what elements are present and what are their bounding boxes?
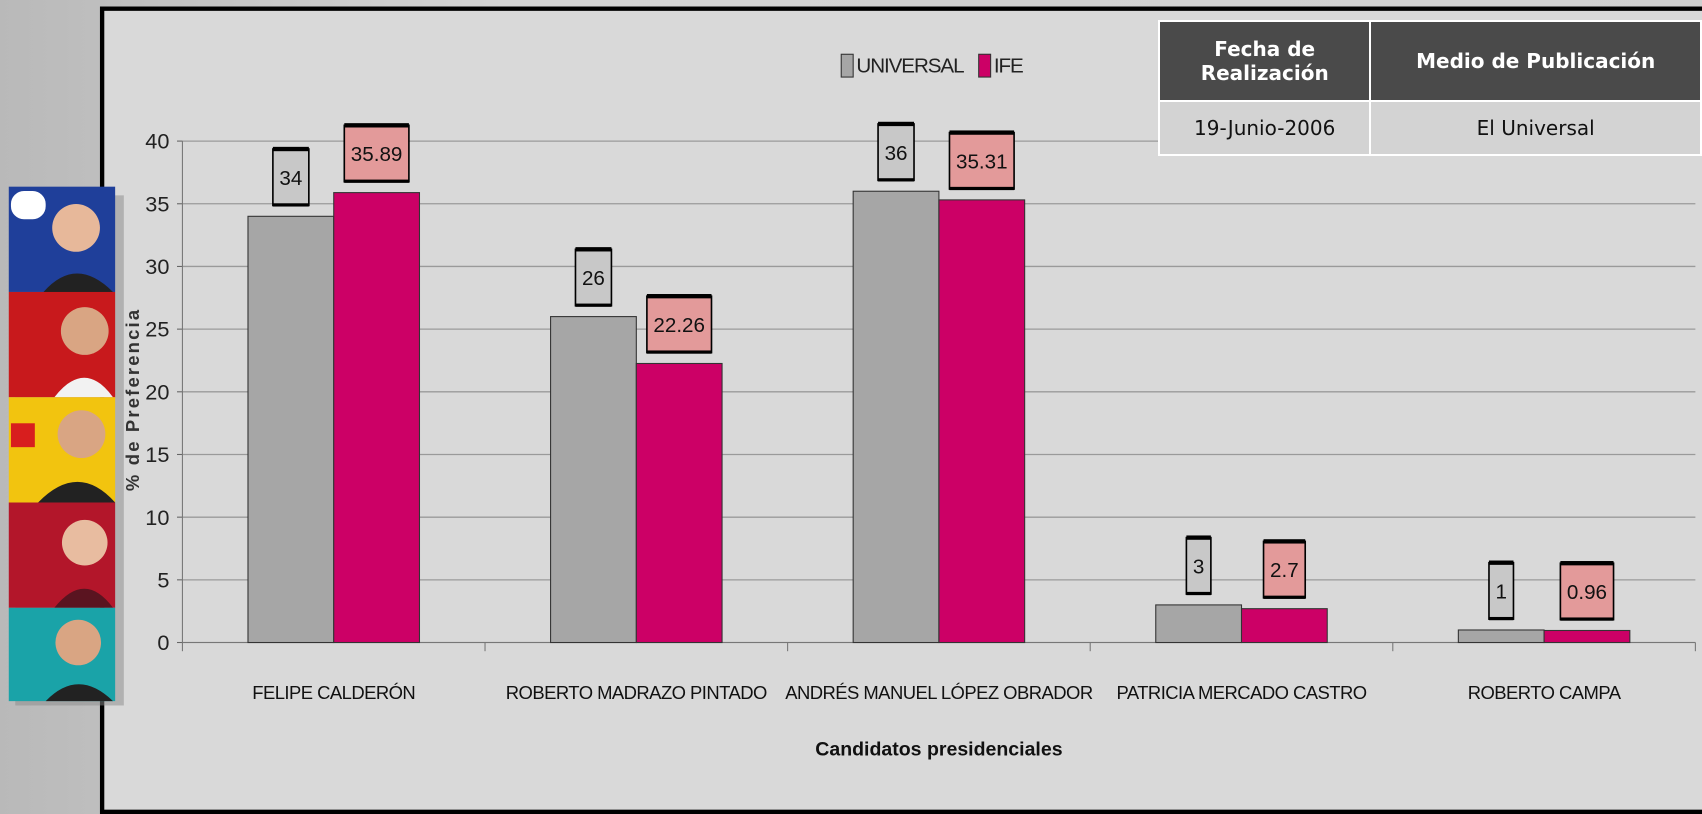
data-label-edge	[344, 123, 409, 128]
y-tick-label: 20	[145, 379, 169, 404]
data-label-box	[948, 131, 1015, 190]
bar	[1543, 629, 1631, 644]
bar	[938, 199, 1026, 644]
legend-swatch	[840, 53, 854, 78]
photo-face	[52, 204, 100, 252]
info-table: Fecha de Realización Medio de Publicació…	[1157, 20, 1702, 156]
y-tick-label: 10	[145, 505, 169, 530]
data-label-edge	[646, 294, 712, 299]
data-label-edge	[1263, 595, 1306, 599]
data-label-edge	[575, 247, 612, 252]
data-label-edge	[878, 121, 915, 127]
data-label: 2.7	[1270, 559, 1299, 582]
y-tick-label: 0	[157, 630, 169, 655]
data-label-edge	[949, 186, 1015, 191]
photo-logo	[10, 423, 35, 448]
bar	[247, 215, 335, 644]
y-tick-label: 15	[145, 442, 169, 467]
data-label: 35.89	[351, 143, 403, 166]
data-label: 1	[1495, 581, 1506, 604]
data-label-edge	[646, 350, 712, 354]
photo-body	[45, 684, 113, 702]
bar	[333, 192, 421, 644]
x-axis-title: Candidatos presidenciales	[815, 738, 1062, 760]
bar	[1457, 629, 1545, 644]
bar	[550, 316, 637, 644]
photo-body	[43, 273, 113, 292]
photo-face	[57, 410, 106, 459]
bar	[635, 362, 723, 644]
y-tick-label: 35	[145, 191, 169, 216]
x-tick-label: FELIPE CALDERÓN	[252, 682, 415, 703]
y-tick-label: 25	[145, 317, 169, 342]
photo-face	[55, 619, 102, 666]
table-header: Fecha de Realización	[1157, 20, 1372, 102]
bar	[1155, 604, 1243, 644]
legend-swatch	[978, 53, 992, 78]
y-axis-title: % de Preferencia	[122, 308, 143, 491]
bar	[852, 190, 940, 644]
data-label-edge	[575, 303, 612, 307]
photo-body	[54, 588, 113, 608]
data-label: 22.26	[653, 314, 705, 337]
data-label: 0.96	[1567, 581, 1607, 604]
photo-body	[38, 481, 116, 503]
data-label-box	[272, 148, 310, 207]
data-label-edge	[272, 203, 309, 207]
table-header: Medio de Publicación	[1369, 20, 1702, 102]
data-label-edge	[344, 179, 409, 183]
photo-logo	[10, 191, 46, 220]
data-label-edge	[1263, 539, 1306, 544]
photo-face	[61, 519, 108, 566]
data-label-edge	[1488, 560, 1514, 565]
table-cell: El Universal	[1369, 100, 1702, 156]
photo-face	[60, 307, 109, 355]
data-label-edge	[272, 146, 309, 152]
legend-label: IFE	[994, 55, 1023, 78]
data-label: 34	[279, 167, 302, 190]
legend-label: UNIVERSAL	[856, 55, 964, 78]
y-tick-label: 30	[145, 254, 169, 279]
data-label: 35.31	[956, 150, 1008, 173]
table-header-row: Fecha de Realización Medio de Publicació…	[1157, 20, 1702, 102]
data-label-edge	[1560, 561, 1614, 566]
data-label-edge	[949, 130, 1015, 135]
table-cell: 19-Junio-2006	[1157, 100, 1372, 156]
data-label-box	[574, 248, 613, 307]
data-label-edge	[1560, 617, 1614, 621]
x-tick-label: PATRICIA MERCADO CASTRO	[1116, 682, 1366, 703]
bar	[1240, 608, 1328, 644]
data-label: 26	[582, 267, 605, 290]
data-label-edge	[1488, 616, 1514, 621]
data-label-edge	[1186, 591, 1211, 596]
data-label: 36	[885, 142, 908, 165]
x-tick-label: ANDRÉS MANUEL LÓPEZ OBRADOR	[785, 682, 1093, 703]
y-tick-label: 5	[157, 567, 169, 592]
y-tick-label: 40	[145, 129, 169, 154]
photo-body	[54, 377, 113, 398]
data-label-edge	[1186, 535, 1211, 540]
data-label-edge	[878, 178, 915, 182]
x-tick-label: ROBERTO MADRAZO PINTADO	[506, 682, 767, 703]
data-label: 3	[1193, 555, 1204, 578]
x-tick-label: ROBERTO CAMPA	[1468, 682, 1622, 703]
candidate-photos	[8, 186, 124, 706]
table-row: 19-Junio-2006 El Universal	[1157, 100, 1702, 156]
